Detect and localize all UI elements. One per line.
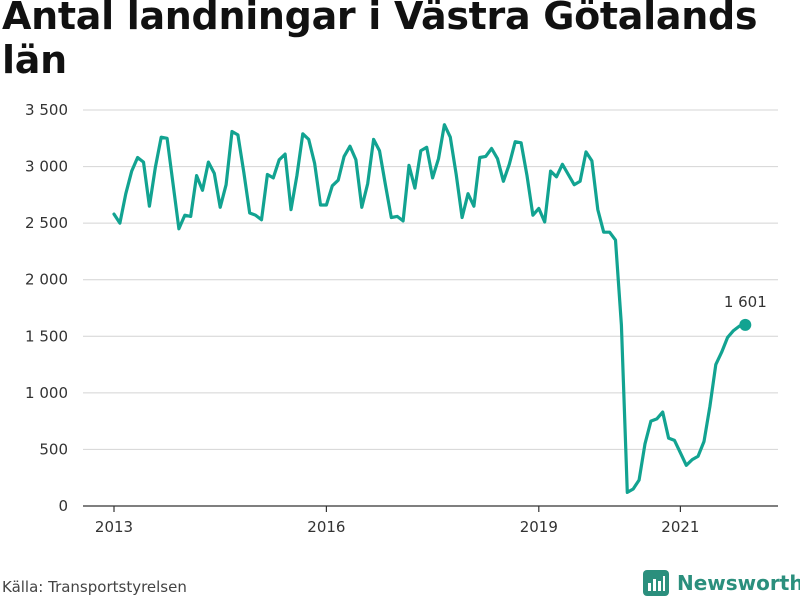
- chart-bars-icon: [643, 570, 669, 596]
- y-tick-label: 2 000: [25, 271, 68, 289]
- y-tick-label: 2 500: [25, 214, 68, 232]
- series-group: [112, 123, 747, 494]
- x-tick-label: 2019: [520, 518, 558, 536]
- brand-name: Newsworthy: [677, 571, 800, 595]
- x-tick-label: 2013: [95, 518, 133, 536]
- gridlines: [83, 109, 778, 450]
- x-axis: 2013 2016 2019 2021: [83, 505, 778, 536]
- y-tick-label: 1 000: [25, 384, 68, 402]
- x-tick-label: 2021: [661, 518, 699, 536]
- series-line: [112, 123, 747, 494]
- y-tick-label: 3 000: [25, 158, 68, 176]
- y-tick-label: 500: [39, 440, 68, 458]
- y-tick-label: 1 500: [25, 327, 68, 345]
- x-tick-label: 2016: [307, 518, 345, 536]
- last-point-marker: [739, 318, 752, 331]
- last-value-label: 1 601: [724, 293, 767, 311]
- y-tick-label: 0: [58, 497, 68, 515]
- y-tick-label: 3 500: [25, 101, 68, 119]
- chart-title: Antal landningar i Västra Götalands län: [2, 0, 758, 82]
- source-text: Källa: Transportstyrelsen: [2, 578, 187, 596]
- end-label-group: 1 601: [724, 293, 767, 331]
- y-axis-ticks: 0 500 1 000 1 500 2 000 2 500 3 000 3 500: [25, 101, 68, 515]
- brand-logo[interactable]: Newsworthy: [643, 568, 800, 598]
